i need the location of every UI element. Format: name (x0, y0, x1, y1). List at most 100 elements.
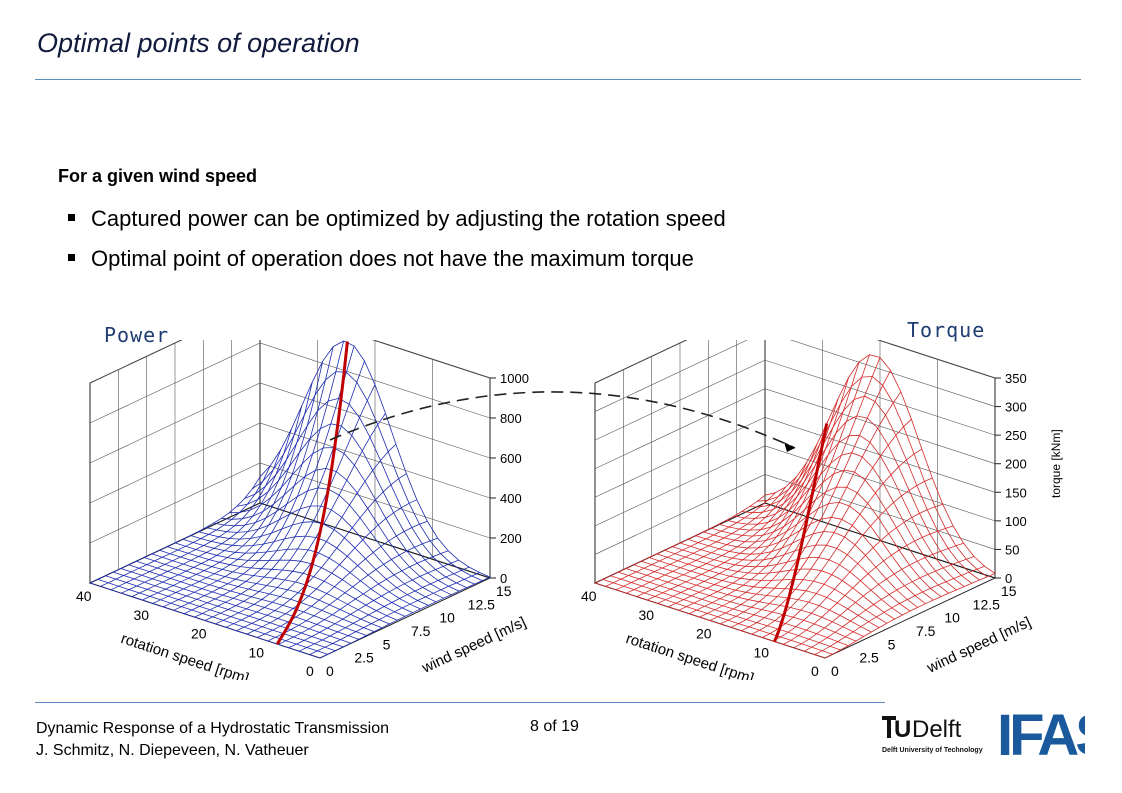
torque-ytick-label: 5 (888, 636, 896, 652)
torque-mesh-line (741, 415, 973, 584)
footer-info: Dynamic Response of a Hydrostatic Transm… (36, 718, 389, 762)
power-mesh-line (221, 467, 452, 596)
power-mesh-line (167, 546, 398, 621)
power-plot-label: Power (104, 323, 170, 347)
top-divider (35, 79, 1081, 80)
torque-mesh-line (695, 516, 926, 605)
power-mesh-line (244, 397, 475, 585)
power-mesh-line (319, 576, 491, 659)
power-xtick-label: 40 (76, 588, 92, 604)
torque-ztick-label: 250 (1005, 428, 1027, 443)
torque-mesh-line (734, 434, 965, 587)
bottom-divider (35, 702, 885, 703)
power-mesh-line (205, 505, 437, 603)
power-surface (89, 340, 491, 659)
bullet-square-icon (68, 213, 75, 221)
footer-title: Dynamic Response of a Hydrostatic Transm… (36, 720, 390, 737)
subheading: For a given wind speed (58, 166, 258, 186)
power-xtick-label: 20 (191, 626, 207, 642)
torque-ztick-label: 0 (1005, 571, 1012, 586)
svg-text:Delft University of Technology: Delft University of Technology (882, 747, 983, 754)
power-ytick-label: 2.5 (354, 650, 374, 666)
ifas-logo: IFAS (997, 703, 1085, 765)
torque-mesh-line (718, 469, 949, 594)
torque-ytick-label: 15 (1001, 583, 1017, 599)
torque-xtick-label: 40 (581, 588, 597, 604)
torque-ztick-label: 350 (1005, 371, 1027, 386)
power-ztick-label: 800 (500, 411, 522, 426)
torque-ztick-label: 50 (1005, 542, 1019, 557)
bullet-square-icon (68, 253, 75, 261)
torque-mesh-line (699, 354, 870, 618)
svg-text:IFAS: IFAS (997, 703, 1085, 765)
power-mesh-line (190, 535, 421, 610)
torque-mesh-line (757, 376, 988, 578)
bullet-2-text: Optimal point of operation does not have… (91, 246, 694, 271)
footer-authors: J. Schmitz, N. Diepeveen, N. Vatheuer (36, 742, 309, 759)
torque-xtick-label: 10 (754, 644, 770, 660)
torque-mesh-line (678, 377, 849, 611)
torque-zgrid (594, 340, 996, 412)
torque-mesh-line (749, 395, 980, 581)
power-mesh-line (131, 405, 303, 597)
torque-xtick-label: 0 (811, 663, 819, 679)
power-mesh-line (121, 428, 292, 594)
torque-ytick-label: 2.5 (859, 650, 879, 666)
bullet-1-text: Captured power can be optimized by adjus… (91, 206, 726, 231)
torque-mesh-line (762, 477, 933, 638)
power-mesh-line (259, 340, 491, 578)
power-x-label: rotation speed [rpm] (119, 630, 251, 680)
torque-zgrid (594, 359, 996, 441)
torque-ytick-label: 10 (944, 610, 960, 626)
torque-mesh-line (605, 492, 776, 587)
power-xtick-label: 10 (249, 644, 265, 660)
torque-ytick-label: 12.5 (973, 596, 1000, 612)
slide-title: Optimal points of operation (37, 28, 360, 58)
torque-ztick-label: 300 (1005, 400, 1027, 415)
page-number: 8 of 19 (530, 718, 579, 735)
tudelft-logo: U Delft Delft University of Technology (882, 716, 983, 754)
power-mesh-line (174, 542, 406, 617)
power-zgrid (89, 340, 491, 384)
power-mesh-line (182, 538, 413, 614)
torque-mesh-line (741, 418, 912, 632)
power-ytick-label: 15 (496, 583, 512, 599)
torque-ztick-label: 100 (1005, 514, 1027, 529)
power-mesh-line (110, 449, 282, 591)
torque-optimal-line (773, 423, 829, 643)
power-xtick-label: 0 (306, 663, 314, 679)
bullet-2: Optimal point of operation does not have… (68, 246, 694, 272)
svg-text:U: U (894, 716, 911, 743)
power-ytick-label: 12.5 (468, 596, 495, 612)
power-ztick-label: 0 (500, 571, 507, 586)
svg-text:Delft: Delft (912, 716, 962, 743)
torque-ztick-label: 150 (1005, 485, 1027, 500)
torque-mesh-line (668, 398, 839, 608)
torque-ztick-label: 200 (1005, 457, 1027, 472)
torque-mesh-line (626, 476, 797, 594)
torque-x-label: rotation speed [rpm] (624, 630, 756, 680)
torque-zgrid (594, 340, 996, 384)
power-ytick-label: 7.5 (411, 623, 431, 639)
power-mesh-line (229, 447, 460, 592)
torque-mesh-line (703, 501, 934, 601)
torque-mesh-line (710, 486, 942, 597)
power-ytick-label: 0 (326, 663, 334, 679)
torque-mesh-line (647, 443, 818, 601)
torque-mesh-line (636, 462, 808, 597)
torque-plot-label: Torque (907, 318, 986, 342)
power-ztick-label: 600 (500, 451, 522, 466)
torque-y-label: wind speed [m/s] (924, 614, 1034, 677)
torque-z-label: torque [kNm] (1049, 429, 1063, 498)
power-mesh-line (183, 345, 355, 615)
torque-mesh-line (615, 486, 787, 591)
power-ticks: 0 200 400 600 800 1000 power [kW] 40 30 20 10 0 rota… (76, 371, 545, 680)
power-xtick-label: 30 (134, 607, 150, 623)
torque-mesh-line (657, 421, 829, 604)
torque-mesh-line (688, 361, 860, 615)
torque-xtick-label: 30 (639, 607, 655, 623)
power-mesh-line (142, 382, 313, 601)
torque-surface (594, 354, 996, 659)
power-mesh-line (163, 346, 334, 608)
